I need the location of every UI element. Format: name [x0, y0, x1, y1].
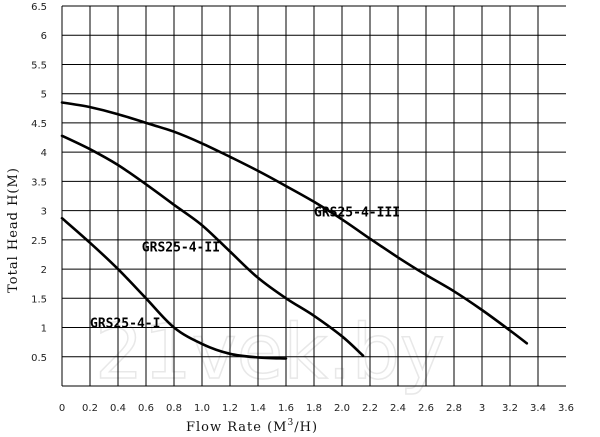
y-tick-label: 3: [41, 207, 47, 218]
x-tick-label: 2.6: [418, 403, 434, 414]
x-tick-label: 2.0: [334, 403, 350, 414]
tick-labels: 0 0.2 0.4 0.6 0.8 1.0 1.2 1.4 1.6 1.8 2.0 2.2 2.4 2.6…: [31, 2, 574, 414]
x-tick-label: 3.6: [558, 403, 574, 414]
curve-series-1: [60, 216, 288, 360]
x-tick-label: 1.4: [250, 403, 266, 414]
grid: [61, 5, 566, 387]
y-tick-label: 2.5: [31, 236, 47, 247]
y-tick-label: 2: [41, 265, 47, 276]
x-tick-label: 2.2: [362, 403, 378, 414]
curve-series-3: [60, 101, 529, 345]
series-label-3: GRS25-4-III: [314, 205, 400, 220]
watermark: 21vek.by: [95, 307, 445, 396]
y-axis-label: Total Head H(M): [6, 167, 21, 293]
x-tick-label: 3.4: [530, 403, 546, 414]
y-tick-label: 1.5: [31, 294, 47, 305]
x-tick-label: 0: [59, 403, 65, 414]
x-tick-label: 1.8: [306, 403, 322, 414]
y-tick-label: 5: [41, 90, 47, 101]
x-tick-label: 1.6: [278, 403, 294, 414]
x-tick-label: 0.8: [166, 403, 182, 414]
y-tick-label: 3.5: [31, 177, 47, 188]
series-label-1: GRS25-4-I: [90, 317, 160, 332]
pump-curves: [60, 101, 529, 360]
y-tick-label: 5.5: [31, 60, 47, 71]
curve-series-2: [60, 134, 365, 357]
x-tick-label: 1.0: [194, 403, 210, 414]
x-tick-label: 3: [479, 403, 485, 414]
x-tick-label: 0.6: [138, 403, 154, 414]
x-tick-label: 3.2: [502, 403, 518, 414]
x-tick-label: 2.8: [446, 403, 462, 414]
y-tick-label: 4.5: [31, 119, 47, 130]
x-axis-label: Flow Rate (M3/H): [186, 418, 318, 435]
x-tick-label: 1.2: [222, 403, 238, 414]
y-tick-label: 0.5: [31, 353, 47, 364]
series-label-2: GRS25-4-II: [142, 241, 220, 256]
y-tick-label: 6: [41, 31, 47, 42]
x-tick-label: 2.4: [390, 403, 406, 414]
x-tick-label: 0.2: [82, 403, 98, 414]
y-tick-label: 4: [41, 148, 47, 159]
x-tick-label: 0.4: [110, 403, 126, 414]
y-tick-label: 6.5: [31, 2, 47, 13]
y-tick-label: 1: [41, 324, 47, 335]
series-labels: GRS25-4-I GRS25-4-II GRS25-4-III: [90, 205, 400, 331]
